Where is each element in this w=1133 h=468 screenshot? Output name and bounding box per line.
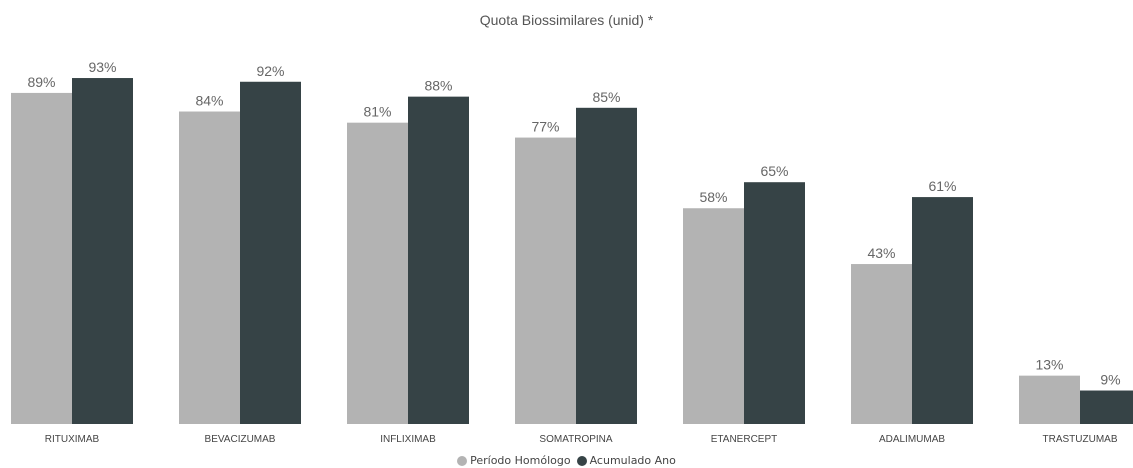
bar-bevacizumab-periodo-homologo[interactable]	[179, 111, 240, 425]
x-tick-label-infliximab: INFLIXIMAB	[380, 434, 436, 445]
bar-bevacizumab-acumulado-ano[interactable]	[240, 81, 301, 424]
data-label-somatropina-periodo-homologo: 77%	[531, 119, 559, 135]
x-tick-label-etanercept: ETANERCEPT	[711, 434, 778, 445]
data-label-rituximab-periodo-homologo: 89%	[27, 74, 55, 90]
bar-infliximab-periodo-homologo[interactable]	[347, 122, 408, 425]
chart-title: Quota Biossimilares (unid) *	[479, 12, 654, 28]
legend-label-acumulado-ano: Acumulado Ano	[589, 454, 676, 467]
x-tick-label-bevacizumab: BEVACIZUMAB	[205, 434, 276, 445]
x-tick-label-adalimumab: ADALIMUMAB	[879, 434, 945, 445]
bar-etanercept-periodo-homologo[interactable]	[683, 208, 744, 424]
legend-swatch-periodo-homologo	[457, 455, 468, 466]
bar-adalimumab-acumulado-ano[interactable]	[912, 197, 973, 424]
legend-item-acumulado-ano[interactable]: Acumulado Ano	[576, 454, 676, 467]
data-label-adalimumab-periodo-homologo: 43%	[867, 245, 895, 261]
data-label-bevacizumab-acumulado-ano: 92%	[256, 63, 284, 79]
bar-infliximab-acumulado-ano[interactable]	[408, 96, 469, 424]
data-label-bevacizumab-periodo-homologo: 84%	[195, 93, 223, 109]
bar-somatropina-acumulado-ano[interactable]	[576, 107, 637, 425]
data-label-somatropina-acumulado-ano: 85%	[592, 89, 620, 105]
data-label-infliximab-periodo-homologo: 81%	[363, 104, 391, 120]
data-label-etanercept-periodo-homologo: 58%	[699, 189, 727, 205]
bar-etanercept-acumulado-ano[interactable]	[744, 182, 805, 424]
bar-adalimumab-periodo-homologo[interactable]	[851, 264, 912, 424]
data-label-trastuzumab-periodo-homologo: 13%	[1035, 357, 1063, 373]
data-label-rituximab-acumulado-ano: 93%	[88, 59, 116, 75]
data-label-etanercept-acumulado-ano: 65%	[760, 163, 788, 179]
bar-somatropina-periodo-homologo[interactable]	[515, 137, 576, 424]
legend: Período Homólogo Acumulado Ano	[0, 454, 1133, 467]
x-tick-label-rituximab: RITUXIMAB	[45, 434, 100, 445]
data-label-infliximab-acumulado-ano: 88%	[424, 78, 452, 94]
x-tick-label-somatropina: SOMATROPINA	[539, 434, 612, 445]
legend-swatch-acumulado-ano	[576, 455, 587, 466]
bar-trastuzumab-acumulado-ano[interactable]	[1080, 390, 1133, 424]
data-label-trastuzumab-acumulado-ano: 9%	[1100, 372, 1120, 388]
bar-rituximab-acumulado-ano[interactable]	[72, 78, 133, 424]
data-label-adalimumab-acumulado-ano: 61%	[928, 178, 956, 194]
legend-label-periodo-homologo: Período Homólogo	[470, 454, 571, 467]
bar-trastuzumab-periodo-homologo[interactable]	[1019, 375, 1080, 424]
x-tick-label-trastuzumab: TRASTUZUMAB	[1043, 434, 1118, 445]
legend-item-periodo-homologo[interactable]: Período Homólogo	[457, 454, 571, 467]
bar-rituximab-periodo-homologo[interactable]	[11, 92, 72, 425]
